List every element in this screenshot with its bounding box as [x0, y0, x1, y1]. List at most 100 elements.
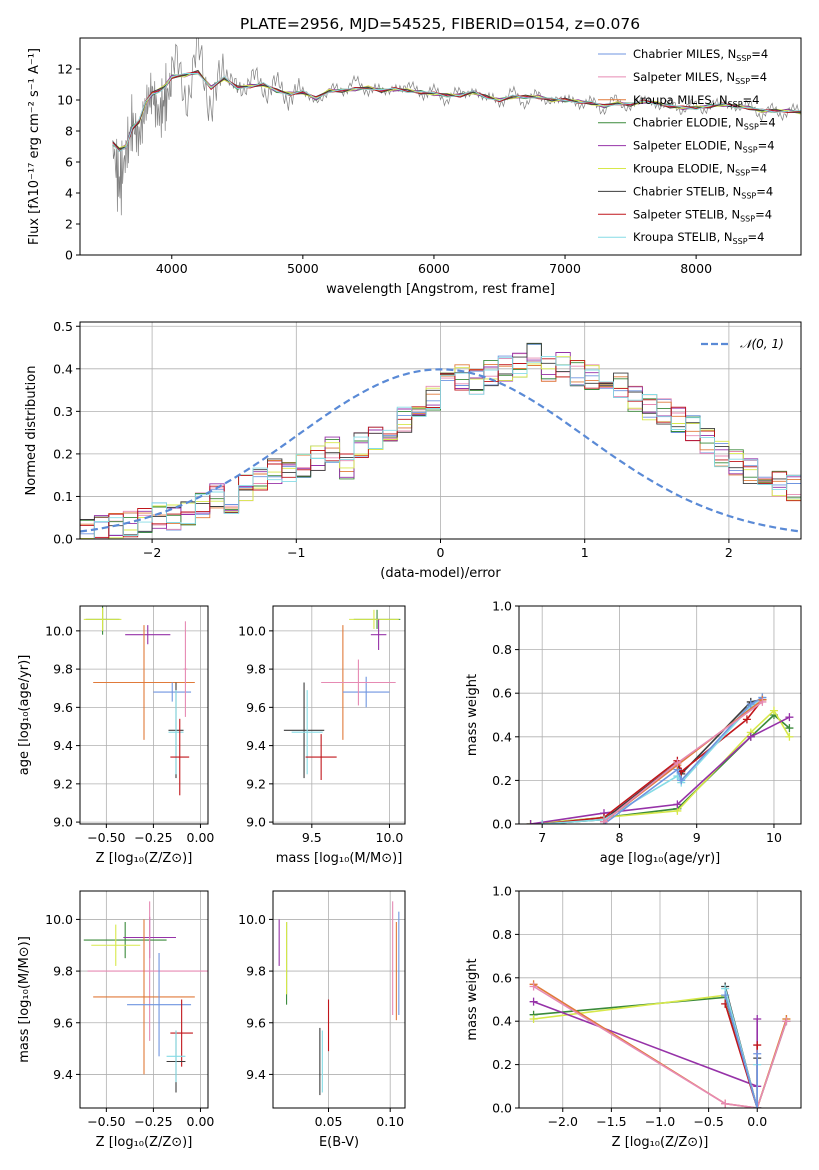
plus-marker — [599, 817, 608, 824]
legend-label: Kroupa ELODIE, NSSP=4 — [633, 162, 767, 178]
x-tick-label: 0.10 — [376, 1114, 404, 1129]
x-tick-label: 1 — [581, 545, 589, 560]
legend-label: Kroupa STELIB, NSSP=4 — [633, 230, 764, 246]
legend-label: 𝒩(0, 1) — [740, 337, 784, 351]
plus-marker — [785, 713, 794, 722]
x-tick-label: 9.5 — [302, 830, 322, 845]
y-tick-label: 0.4 — [53, 361, 73, 376]
x-tick-label: 0.00 — [187, 830, 215, 845]
x-tick-label: −0.25 — [134, 830, 172, 845]
y-tick-label: 0.2 — [53, 446, 73, 461]
y-tick-label: 1.0 — [492, 599, 512, 614]
model-spectrum-line — [112, 73, 801, 152]
residual-histogram — [80, 355, 801, 539]
legend-label: Salpeter ELODIE, NSSP=4 — [633, 139, 775, 155]
y-tick-label: 9.6 — [53, 1015, 73, 1030]
y-axis-label: mass [log₁₀(M/M⊙)] — [17, 936, 32, 1063]
plus-marker — [753, 1041, 762, 1050]
y-tick-label: 0.8 — [492, 642, 512, 657]
plus-marker — [785, 732, 794, 741]
panel-mass-weight-vs-age: 7 8 9 10 0.0 0.2 0.4 0.6 0.8 1.0 age [log₁₀(age/yr… — [465, 599, 802, 866]
y-tick-label: 0.4 — [492, 729, 512, 744]
y-tick-label: 9.6 — [246, 700, 266, 715]
y-tick-label: 9.0 — [53, 815, 73, 830]
x-axis-label: mass [log₁₀(M/M⊙)] — [276, 851, 403, 866]
model-spectrum-line — [112, 69, 801, 150]
y-tick-label: 0.2 — [492, 773, 512, 788]
residual-histogram — [80, 353, 801, 539]
plus-marker — [769, 706, 778, 715]
legend: Chabrier MILES, NSSP=4 Salpeter MILES, NS… — [598, 47, 776, 246]
x-axis-label: Z [log₁₀(Z/Z⊙)] — [96, 1135, 193, 1150]
plus-marker — [721, 991, 730, 1000]
plus-marker — [753, 1049, 762, 1058]
plus-marker — [746, 700, 755, 709]
y-tick-label: 0.6 — [492, 970, 512, 985]
x-tick-label: 2 — [725, 545, 733, 560]
plot-area — [526, 693, 794, 824]
x-axis-label: wavelength [Angstrom, rest frame] — [326, 282, 555, 297]
y-axis-label: mass weight — [465, 674, 480, 756]
panel-spectrum: Chabrier MILES, NSSP=4 Salpeter MILES, NS… — [27, 37, 802, 297]
legend-label: Salpeter MILES, NSSP=4 — [633, 70, 767, 86]
x-tick-label: 9 — [693, 830, 701, 845]
panel-mass-vs-Z: −0.50 −0.25 0.00 9.4 9.6 9.8 10.0 Z [log₁₀(Z/Z⊙… — [17, 890, 215, 1150]
axes-frame — [79, 605, 209, 825]
mass-weight-line — [724, 994, 758, 1108]
residual-histogram — [80, 358, 801, 539]
legend-label: Chabrier MILES, NSSP=4 — [633, 47, 768, 63]
y-tick-label: 0.4 — [492, 1014, 512, 1029]
panel-mass-weight-vs-Z: −2.0 −1.5 −1.0 −0.5 0.0 0.0 0.2 0.4 0.6 0.8 1.0 Z [… — [465, 884, 802, 1150]
plus-marker — [742, 715, 751, 724]
plus-marker — [673, 800, 682, 809]
panel-age-vs-mass: 9.5 10.0 9.0 9.2 9.4 9.6 9.8 10.0 mass [log₁₀(M/… — [238, 605, 406, 866]
y-tick-label: 6 — [65, 155, 73, 170]
y-tick-label: 9.4 — [246, 738, 266, 753]
x-tick-label: 10.0 — [376, 830, 404, 845]
plus-marker — [753, 1104, 762, 1108]
y-tick-label: 0.0 — [492, 817, 512, 832]
y-tick-label: 0 — [65, 248, 73, 263]
x-tick-label: 4000 — [156, 261, 188, 276]
x-tick-label: −0.25 — [134, 1114, 172, 1129]
y-tick-label: 2 — [65, 217, 73, 232]
axes-frame — [79, 37, 802, 256]
x-tick-label: 7 — [538, 830, 546, 845]
y-tick-label: 10 — [57, 93, 73, 108]
y-axis-label: age [log₁₀(age/yr)] — [17, 655, 32, 776]
y-tick-label: 9.2 — [246, 776, 266, 791]
plot-area — [112, 38, 801, 216]
x-tick-label: 0.00 — [187, 1114, 215, 1129]
y-tick-label: 9.4 — [246, 1067, 266, 1082]
plus-marker — [785, 724, 794, 733]
plus-marker — [677, 776, 686, 785]
axes-frame — [79, 890, 209, 1109]
y-tick-label: 9.6 — [246, 1015, 266, 1030]
y-tick-label: 8 — [65, 124, 73, 139]
y-tick-label: 9.6 — [53, 700, 73, 715]
x-axis-label: Z [log₁₀(Z/Z⊙)] — [612, 1135, 709, 1150]
x-tick-label: 5000 — [287, 261, 319, 276]
y-tick-label: 4 — [65, 186, 73, 201]
plus-marker — [758, 697, 767, 706]
x-tick-label: −1.5 — [596, 1114, 626, 1129]
x-tick-label: −0.50 — [87, 830, 125, 845]
mass-weight-line — [542, 696, 763, 824]
x-tick-label: −0.50 — [87, 1114, 125, 1129]
plus-marker — [529, 997, 538, 1006]
x-axis-label: E(B-V) — [319, 1135, 359, 1150]
y-axis-label: Normed distribution — [24, 366, 39, 496]
x-tick-label: 0.05 — [315, 1114, 343, 1129]
x-tick-label: 8 — [615, 830, 623, 845]
legend-label: Kroupa MILES, NSSP=4 — [633, 93, 759, 109]
y-tick-label: 9.4 — [53, 1067, 73, 1082]
y-tick-label: 9.0 — [246, 815, 266, 830]
plus-marker — [782, 1017, 791, 1026]
y-tick-label: 12 — [57, 62, 73, 77]
y-tick-label: 10.0 — [45, 623, 73, 638]
panel-age-vs-Z: −0.50 −0.25 0.00 9.0 9.2 9.4 9.6 9.8 10.0 Z [log₁… — [17, 605, 215, 866]
legend-label: Chabrier STELIB, NSSP=4 — [633, 184, 773, 200]
y-axis-label: mass weight — [465, 958, 480, 1040]
plus-marker — [529, 1015, 538, 1024]
plot-area — [83, 901, 208, 1093]
